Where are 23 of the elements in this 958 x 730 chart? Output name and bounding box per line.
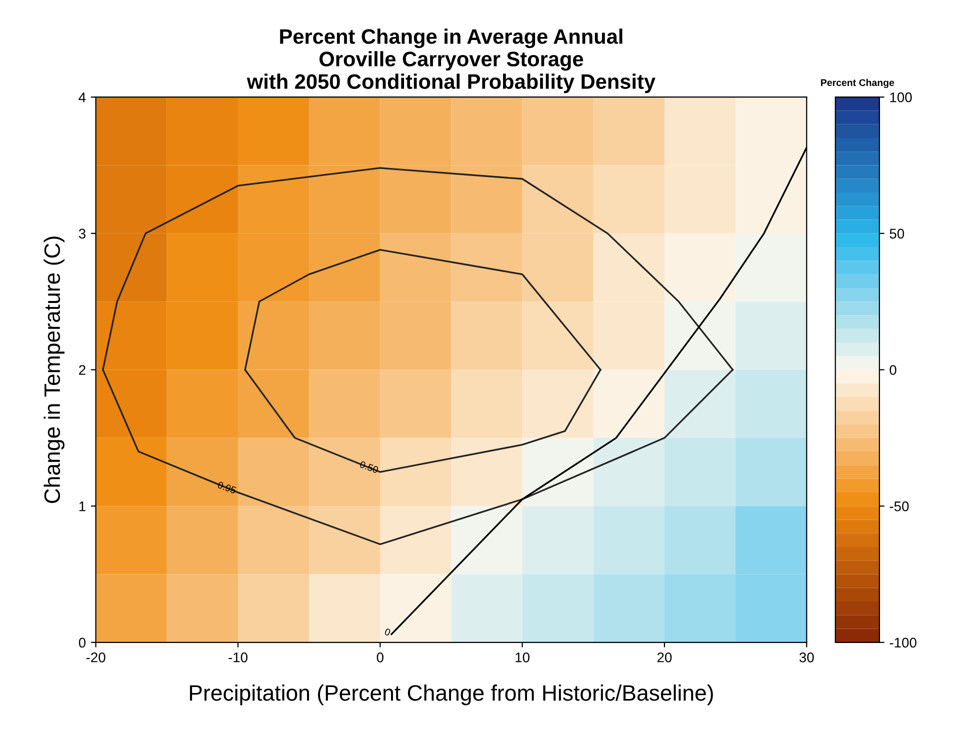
x-tick-label: -10	[228, 652, 248, 662]
color-bar-label: 100	[890, 92, 912, 102]
color-bar-label: -50	[890, 501, 909, 512]
x-tick-label: 0	[376, 652, 384, 662]
x-axis-title: Precipitation (Percent Change from Historic/Baseline)	[190, 684, 713, 706]
annotation: 0	[384, 628, 391, 636]
x-tick-label: 10	[516, 652, 530, 662]
annotation: 0.95	[217, 481, 237, 494]
color-bar-label: 50	[890, 228, 904, 239]
y-axis-title: Change in Temperature (C)	[44, 236, 64, 504]
chart-title: Percent Change in Average Annual Oroville Carryover Storage with 2050 Conditional Probability Density	[246, 28, 656, 94]
x-tick-label: 30	[799, 652, 814, 662]
x-tick-label: 20	[657, 652, 672, 662]
y-tick-label: 2	[79, 365, 86, 375]
color-bar-label: -100	[890, 638, 916, 648]
annotation: 0.50	[359, 460, 379, 474]
color-bar-title: Percent Change	[821, 78, 894, 88]
y-tick-label: 1	[79, 502, 86, 512]
color-bar-label: 0	[890, 365, 896, 375]
y-tick-label: 0	[78, 638, 86, 648]
y-tick-label: 3	[78, 228, 86, 239]
x-tick-label: -20	[86, 652, 106, 662]
y-tick-label: 4	[78, 92, 86, 102]
